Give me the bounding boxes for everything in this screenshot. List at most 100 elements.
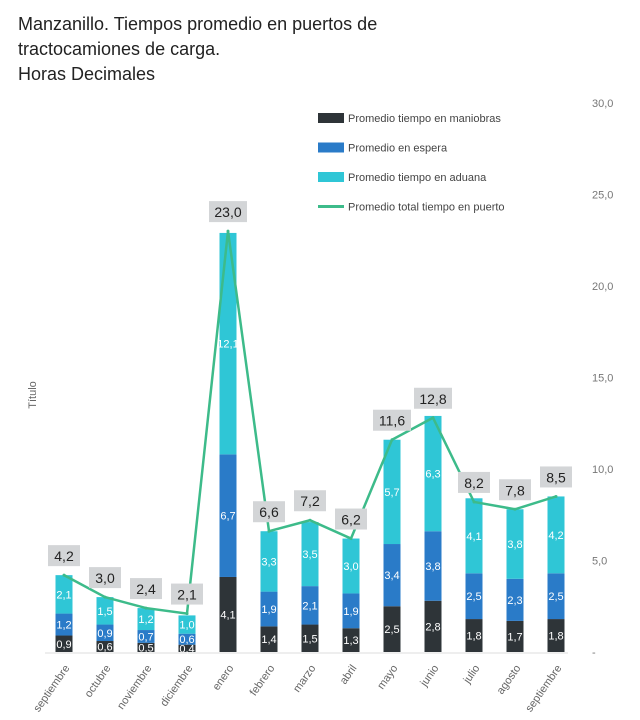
line-point (513, 507, 517, 511)
bar-value-label: 3,8 (507, 539, 522, 551)
bar-value-label: 0,9 (97, 628, 112, 640)
x-tick-label: septiembre (523, 663, 564, 714)
bar-value-label: 1,9 (343, 606, 358, 618)
legend-swatch (318, 142, 344, 153)
bar-value-label: 0,4 (179, 643, 194, 655)
line-point (554, 494, 558, 498)
total-label-box (48, 545, 80, 567)
bar-segment (547, 496, 565, 574)
bar-value-label: 1,9 (261, 604, 276, 616)
bar-value-label: 0,6 (179, 634, 194, 646)
line-point (472, 500, 476, 504)
bar-value-label: 2,1 (56, 589, 71, 601)
total-label-box (499, 479, 531, 501)
bar-segment (547, 619, 565, 652)
legend-label: Promedio total tiempo en puerto (348, 202, 505, 214)
bar-segment (55, 635, 73, 652)
bar-segment (219, 454, 237, 577)
bar-segment (424, 531, 442, 601)
legend-label: Promedio tiempo en aduana (348, 172, 487, 184)
bar-segment (96, 597, 114, 625)
total-label: 8,2 (464, 475, 484, 491)
x-tick-label: octubre (83, 663, 114, 700)
total-label: 3,0 (95, 570, 115, 586)
bar-value-label: 0,7 (138, 631, 153, 643)
total-label-box (130, 578, 162, 600)
x-tick-label: mayo (375, 663, 400, 692)
y-tick-label: 5,0 (592, 556, 607, 568)
title-line-1: Manzanillo. Tiempos promedio en puertos … (18, 14, 378, 34)
bar-value-label: 0,9 (56, 639, 71, 651)
line-point (390, 438, 394, 442)
y-tick-label: 25,0 (592, 190, 613, 202)
bar-segment (506, 509, 524, 579)
total-label-box (171, 583, 203, 605)
line-point (62, 573, 66, 577)
bar-segment (137, 630, 155, 643)
bar-value-label: 1,5 (302, 633, 317, 645)
bar-value-label: 1,7 (507, 631, 522, 643)
bar-segment (178, 644, 196, 652)
total-label-box (253, 501, 285, 523)
y-tick-label: - (592, 647, 596, 659)
bar-value-label: 2,5 (466, 591, 481, 603)
bar-segment (55, 613, 73, 636)
y-tick-label: 30,0 (592, 98, 613, 110)
legend-label: Promedio en espera (348, 143, 448, 155)
total-label: 2,1 (177, 587, 197, 603)
bar-value-label: 1,2 (138, 614, 153, 626)
line-point (103, 595, 107, 599)
bar-segment (137, 608, 155, 631)
bar-segment (383, 439, 401, 545)
bar-segment (342, 593, 360, 629)
bar-value-label: 12,1 (217, 339, 238, 351)
bar-segment (219, 576, 237, 652)
line-point (185, 612, 189, 616)
x-tick-label: abril (338, 663, 360, 687)
total-label: 6,2 (341, 512, 361, 528)
bar-segment (301, 586, 319, 625)
bar-segment (383, 606, 401, 652)
title-line-2: tractocamiones de carga. (18, 39, 221, 59)
chart-title: Manzanillo. Tiempos promedio en puertos … (18, 12, 377, 87)
x-tick-label: julio (461, 663, 483, 687)
x-tick-label: marzo (291, 663, 318, 695)
bar-value-label: 6,7 (220, 511, 235, 523)
x-tick-label: junio (418, 663, 442, 690)
total-label-box (373, 409, 411, 431)
bar-value-label: 4,2 (548, 530, 563, 542)
bar-value-label: 2,8 (425, 621, 440, 633)
bar-value-label: 0,6 (97, 642, 112, 654)
y-axis-label: Título (27, 381, 39, 409)
line-point (308, 518, 312, 522)
x-tick-label: agosto (495, 663, 524, 697)
bar-value-label: 3,5 (302, 549, 317, 561)
bar-segment (260, 591, 278, 627)
line-point (226, 229, 230, 233)
x-tick-label: noviembre (115, 663, 154, 712)
x-tick-label: enero (210, 663, 236, 693)
bar-segment (260, 531, 278, 592)
total-label: 4,2 (54, 548, 74, 564)
bar-value-label: 3,3 (261, 556, 276, 568)
bar-segment (506, 620, 524, 652)
bar-segment (55, 575, 73, 614)
total-label: 2,4 (136, 581, 156, 597)
total-label: 7,8 (505, 482, 525, 498)
bar-value-label: 3,8 (425, 561, 440, 573)
bar-segment (342, 538, 360, 594)
total-label-box (458, 471, 490, 493)
bar-value-label: 1,5 (97, 606, 112, 618)
total-label: 8,5 (546, 469, 566, 485)
bar-segment (260, 626, 278, 652)
bar-value-label: 0,5 (138, 642, 153, 654)
bar-value-label: 5,7 (384, 487, 399, 499)
bar-value-label: 2,1 (302, 600, 317, 612)
bar-value-label: 4,1 (220, 609, 235, 621)
legend-swatch (318, 113, 344, 123)
bar-segment (137, 642, 155, 652)
bar-segment (465, 498, 483, 574)
bar-value-label: 2,5 (548, 591, 563, 603)
total-label: 6,6 (259, 504, 279, 520)
bar-segment (465, 573, 483, 620)
